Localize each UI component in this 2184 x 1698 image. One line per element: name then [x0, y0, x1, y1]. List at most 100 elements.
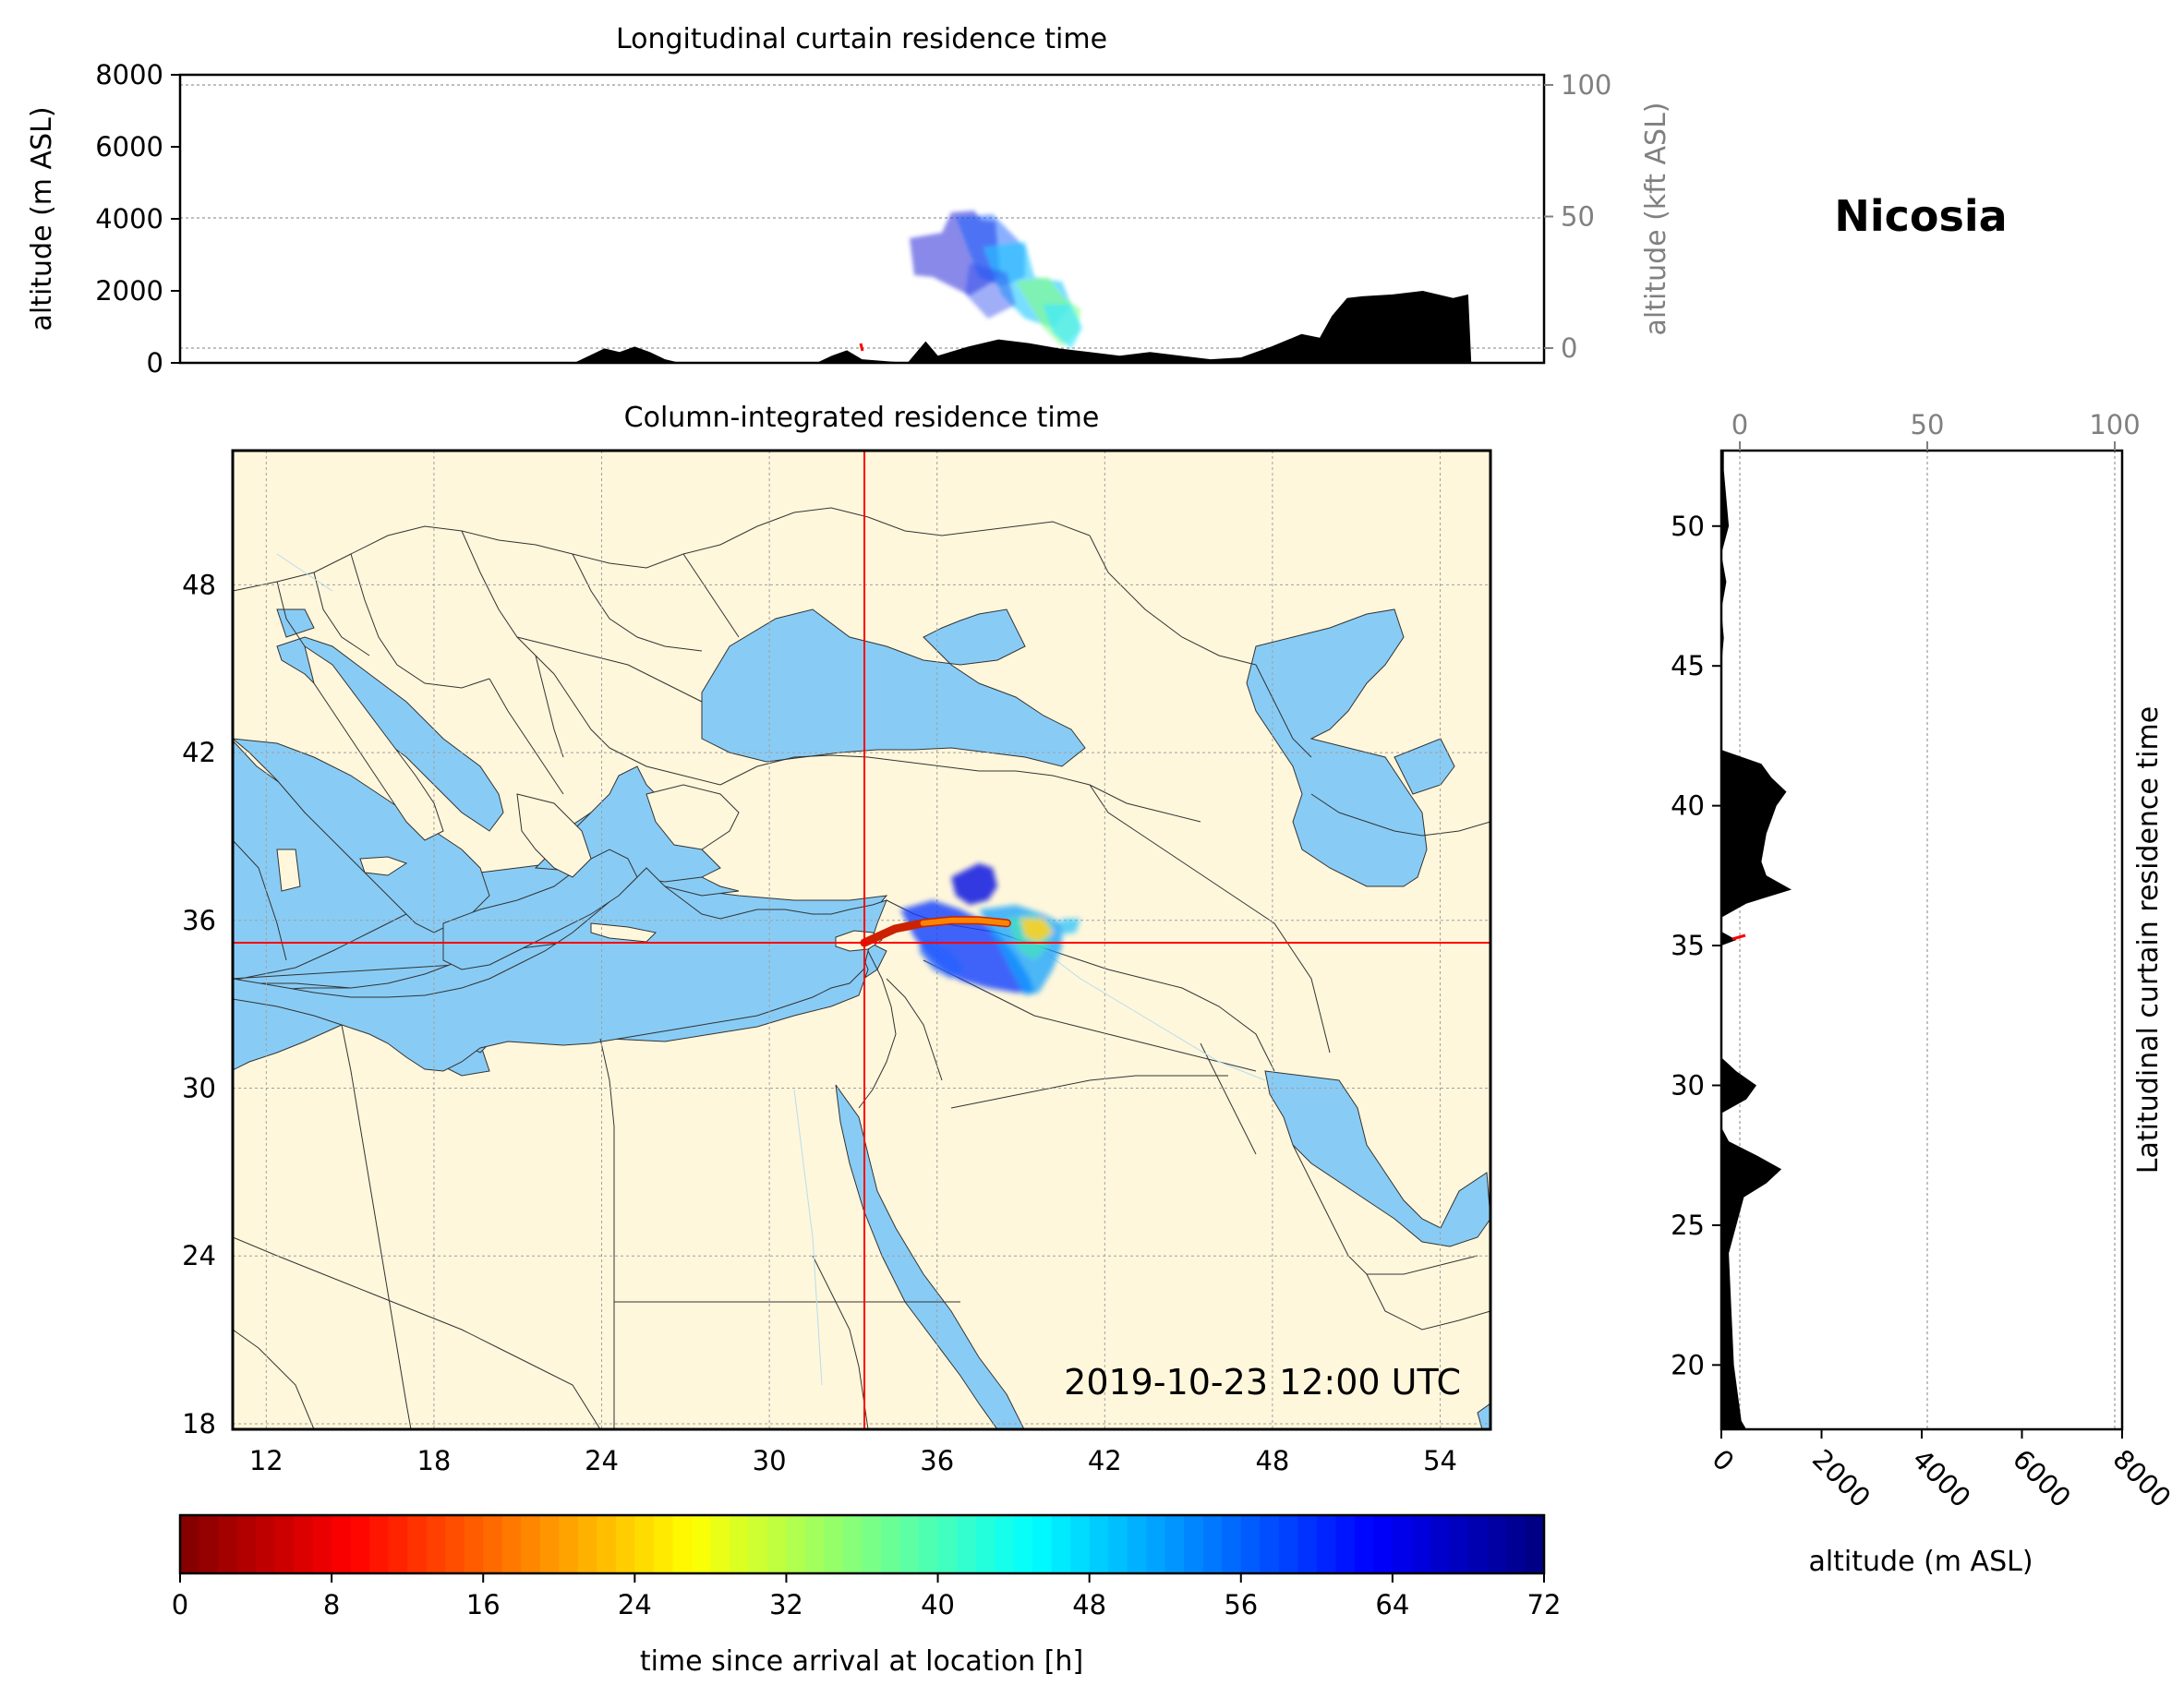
- colorbar-bin: [842, 1515, 863, 1573]
- lat-top-tick-label: 0: [1732, 409, 1748, 440]
- map-panel: Column-integrated residence time: [182, 402, 1492, 1476]
- colorbar-bin: [1487, 1515, 1507, 1573]
- lat-xlabel: altitude (m ASL): [1808, 1546, 2033, 1578]
- lat-top-tick-label: 50: [1911, 409, 1945, 440]
- colorbar-tick-label: 16: [466, 1589, 501, 1620]
- colorbar-bin: [1392, 1515, 1412, 1573]
- location-title: Nicosia: [1834, 191, 2007, 241]
- colorbar-bin: [975, 1515, 995, 1573]
- arrival-track-highlight: [920, 917, 1010, 926]
- colorbar-bin: [748, 1515, 768, 1573]
- map-x-tick-label: 54: [1423, 1445, 1457, 1476]
- lat-left-tick-label: 50: [1671, 511, 1705, 542]
- colorbar-bin: [710, 1515, 730, 1573]
- sardinia: [276, 849, 301, 892]
- colorbar-bin: [483, 1515, 503, 1573]
- colorbar-bin: [1240, 1515, 1261, 1573]
- colorbar-bin: [919, 1515, 939, 1573]
- colorbar-ticks: 0 8 16 24 32 40 48 56 64 72: [172, 1573, 1561, 1620]
- lon-plume: [910, 211, 1082, 349]
- crete: [590, 922, 658, 943]
- colorbar-bin: [332, 1515, 352, 1573]
- colorbar-bin: [1013, 1515, 1033, 1573]
- colorbar-bin: [294, 1515, 314, 1573]
- colorbar-bin: [1108, 1515, 1128, 1573]
- lat-bottom-tick-label: 4000: [1906, 1443, 1976, 1513]
- colorbar-tick-label: 24: [618, 1589, 652, 1620]
- colorbar-bin: [1411, 1515, 1431, 1573]
- lon-left-ticks: 0 2000 4000 6000 8000: [95, 59, 180, 379]
- colorbar-bin: [256, 1515, 276, 1573]
- colorbar-bin: [1335, 1515, 1356, 1573]
- red-sea: [835, 1084, 1025, 1429]
- colorbar-bin: [1032, 1515, 1053, 1573]
- colorbar-bin: [350, 1515, 370, 1573]
- lat-left-tick-label: 40: [1671, 790, 1705, 822]
- colorbar-bin: [1297, 1515, 1318, 1573]
- colorbar-bin: [388, 1515, 408, 1573]
- colorbar-bins: [180, 1515, 1545, 1573]
- lon-left-tick-label: 4000: [95, 203, 163, 235]
- colorbar-bin: [824, 1515, 844, 1573]
- colorbar-bin: [274, 1515, 295, 1573]
- colorbar-bin: [1089, 1515, 1109, 1573]
- colorbar-bin: [729, 1515, 750, 1573]
- colorbar-bin: [691, 1515, 711, 1573]
- longitudinal-title: Longitudinal curtain residence time: [616, 23, 1107, 55]
- lon-left-tick-label: 0: [147, 347, 163, 379]
- lon-left-tick-label: 6000: [95, 131, 163, 163]
- italy: [304, 644, 444, 841]
- turkey-west: [646, 784, 740, 850]
- lat-terrain: [1721, 451, 1792, 1429]
- colorbar-bin: [539, 1515, 560, 1573]
- colorbar-bin: [180, 1515, 200, 1573]
- lat-frame: [1719, 449, 2124, 1431]
- colorbar-bin: [1316, 1515, 1336, 1573]
- lat-left-ticks: 20 25 30 35 40 45 50: [1671, 511, 1721, 1380]
- colorbar-bin: [597, 1515, 617, 1573]
- caspian-sea: [1246, 608, 1428, 887]
- map-x-tick-label: 36: [920, 1445, 954, 1476]
- map-x-ticks: 12 18 24 30 36 42 48 54: [249, 1445, 1457, 1476]
- lon-ylabel-left: altitude (m ASL): [26, 106, 58, 331]
- map-title: Column-integrated residence time: [624, 402, 1100, 434]
- colorbar-bin: [653, 1515, 673, 1573]
- colorbar-bin: [218, 1515, 238, 1573]
- map-y-tick-label: 36: [182, 905, 216, 936]
- colorbar-tick-label: 64: [1375, 1589, 1409, 1620]
- colorbar-tick-label: 0: [172, 1589, 188, 1620]
- map-y-tick-label: 18: [182, 1408, 216, 1439]
- map-gridlines: [233, 451, 1490, 1429]
- lat-bottom-tick-label: 0: [1706, 1443, 1740, 1477]
- colorbar-bin: [426, 1515, 446, 1573]
- colorbar-bin: [1127, 1515, 1147, 1573]
- map-y-tick-label: 24: [182, 1240, 216, 1271]
- persian-gulf: [1264, 1070, 1490, 1247]
- colorbar: 0 8 16 24 32 40 48 56 64 72 time since arrival at…: [172, 1513, 1561, 1678]
- lon-left-tick-label: 2000: [95, 275, 163, 307]
- colorbar-bin: [1202, 1515, 1223, 1573]
- colorbar-bin: [672, 1515, 693, 1573]
- lon-ylabel-right: altitude (kft ASL): [1640, 102, 1672, 335]
- colorbar-bin: [1146, 1515, 1166, 1573]
- colorbar-bin: [1430, 1515, 1451, 1573]
- longitudinal-panel: Longitudinal curtain residence time 0 200…: [26, 23, 1672, 379]
- colorbar-bin: [1184, 1515, 1204, 1573]
- colorbar-bin: [634, 1515, 655, 1573]
- map-y-tick-label: 48: [182, 569, 216, 600]
- map-x-tick-label: 42: [1088, 1445, 1122, 1476]
- colorbar-bin: [1505, 1515, 1526, 1573]
- colorbar-bin: [521, 1515, 541, 1573]
- lat-top-ticks: 0 50 100: [1732, 409, 2141, 451]
- colorbar-bin: [1449, 1515, 1469, 1573]
- colorbar-bin: [407, 1515, 428, 1573]
- colorbar-bin: [1051, 1515, 1071, 1573]
- colorbar-bin: [1222, 1515, 1242, 1573]
- latitudinal-panel: 0 2000 4000 6000 8000 0 50 100 20253035404550 …: [1671, 409, 2178, 1578]
- colorbar-bin: [199, 1515, 219, 1573]
- lat-bottom-tick-label: 2000: [1806, 1443, 1876, 1513]
- colorbar-bin: [1278, 1515, 1298, 1573]
- colorbar-bin: [1070, 1515, 1091, 1573]
- lon-marker: [859, 343, 864, 352]
